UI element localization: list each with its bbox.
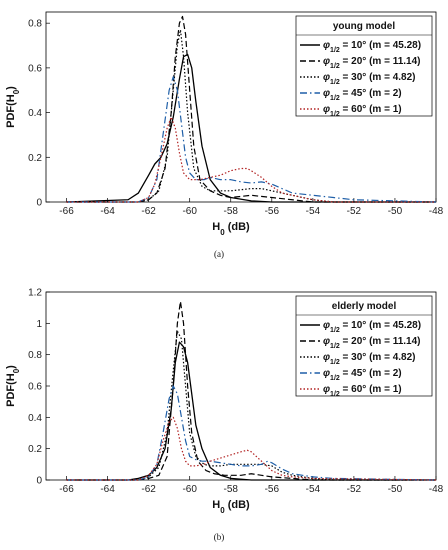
- legend-title: young model: [333, 21, 395, 32]
- legend-entry-1: φ1/2 = 10° (m = 45.28): [323, 320, 421, 334]
- y-tick-label: 0.2: [28, 444, 42, 455]
- y-tick-label: 0.4: [28, 108, 42, 119]
- x-tick-label: -54: [306, 206, 321, 217]
- legend-entry-3: φ1/2 = 30° (m = 4.82): [323, 352, 416, 366]
- x-tick-label: -54: [306, 484, 321, 495]
- y-axis-label: PDF(H0): [5, 86, 21, 128]
- x-tick-label: -58: [224, 206, 239, 217]
- x-tick-label: -62: [141, 206, 156, 217]
- legend: young model φ1/2 = 10° (m = 45.28) φ1/2 = …: [295, 15, 433, 118]
- series-line-4: [66, 76, 437, 203]
- legend-title: elderly model: [332, 301, 397, 312]
- legend-entry-2: φ1/2 = 20° (m = 11.14): [323, 56, 421, 70]
- x-tick-label: -66: [59, 206, 74, 217]
- y-tick-label: 1.2: [28, 288, 42, 299]
- y-tick-label: 0: [36, 476, 42, 487]
- series-line-1: [66, 53, 436, 203]
- y-tick-label: 0.6: [28, 382, 42, 393]
- y-tick-label: 0.4: [28, 413, 42, 424]
- y-tick-label: 0: [36, 198, 42, 209]
- x-tick-label: -52: [347, 206, 362, 217]
- legend: elderly model φ1/2 = 10° (m = 45.28) φ1/2 …: [295, 295, 433, 398]
- x-axis-label: H0 (dB): [212, 221, 250, 237]
- y-axis-label: PDF(H0): [5, 365, 21, 407]
- legend-entry-5: φ1/2 = 60° (m = 1): [323, 384, 402, 398]
- x-tick-label: -50: [388, 206, 403, 217]
- series-line-4: [66, 385, 437, 481]
- x-tick-label: -60: [182, 206, 197, 217]
- legend-entry-5: φ1/2 = 60° (m = 1): [323, 104, 402, 118]
- series-line-2: [66, 15, 436, 203]
- legend-entry-4: φ1/2 = 45° (m = 2): [323, 368, 402, 382]
- x-tick-label: -56: [265, 484, 280, 495]
- x-tick-label: -62: [141, 484, 156, 495]
- chart-panel-a: 0 0.2 0.4 0.6 0.8 -66 -64 -62 -60 -58 -56 -54 -52 -50…: [5, 11, 444, 259]
- y-tick-label: 0.6: [28, 63, 42, 74]
- x-tick-label: -58: [224, 484, 239, 495]
- legend-box: [295, 295, 433, 397]
- legend-entry-3: φ1/2 = 30° (m = 4.82): [323, 72, 416, 86]
- x-tick-label: -48: [429, 484, 444, 495]
- x-axis-label: H0 (dB): [212, 499, 250, 515]
- series-line-3: [66, 29, 436, 203]
- y-tick-label: 0.8: [28, 350, 42, 361]
- x-tick-label: -66: [59, 484, 74, 495]
- legend-entry-4: φ1/2 = 45° (m = 2): [323, 88, 402, 102]
- x-tick-label: -52: [347, 484, 362, 495]
- x-tick-label: -48: [429, 206, 444, 217]
- panel-caption: (a): [214, 249, 224, 259]
- legend-box: [295, 15, 433, 117]
- y-tick-label: 0.8: [28, 19, 42, 30]
- y-tick-label: 1: [36, 319, 42, 330]
- x-tick-label: -60: [182, 484, 197, 495]
- chart-panel-b: 0 0.2 0.4 0.6 0.8 1 1.2 -66 -64 -62 -60 -58 -56 -54 -5…: [5, 288, 444, 543]
- panel-caption: (b): [214, 532, 225, 542]
- series-line-5: [66, 416, 437, 481]
- x-tick-label: -64: [100, 206, 115, 217]
- x-tick-label: -56: [265, 206, 280, 217]
- x-tick-label: -64: [100, 484, 115, 495]
- series-line-3: [66, 330, 436, 481]
- legend-entry-2: φ1/2 = 20° (m = 11.14): [323, 336, 421, 350]
- x-tick-label: -50: [388, 484, 403, 495]
- y-tick-label: 0.2: [28, 153, 42, 164]
- legend-entry-1: φ1/2 = 10° (m = 45.28): [323, 40, 421, 54]
